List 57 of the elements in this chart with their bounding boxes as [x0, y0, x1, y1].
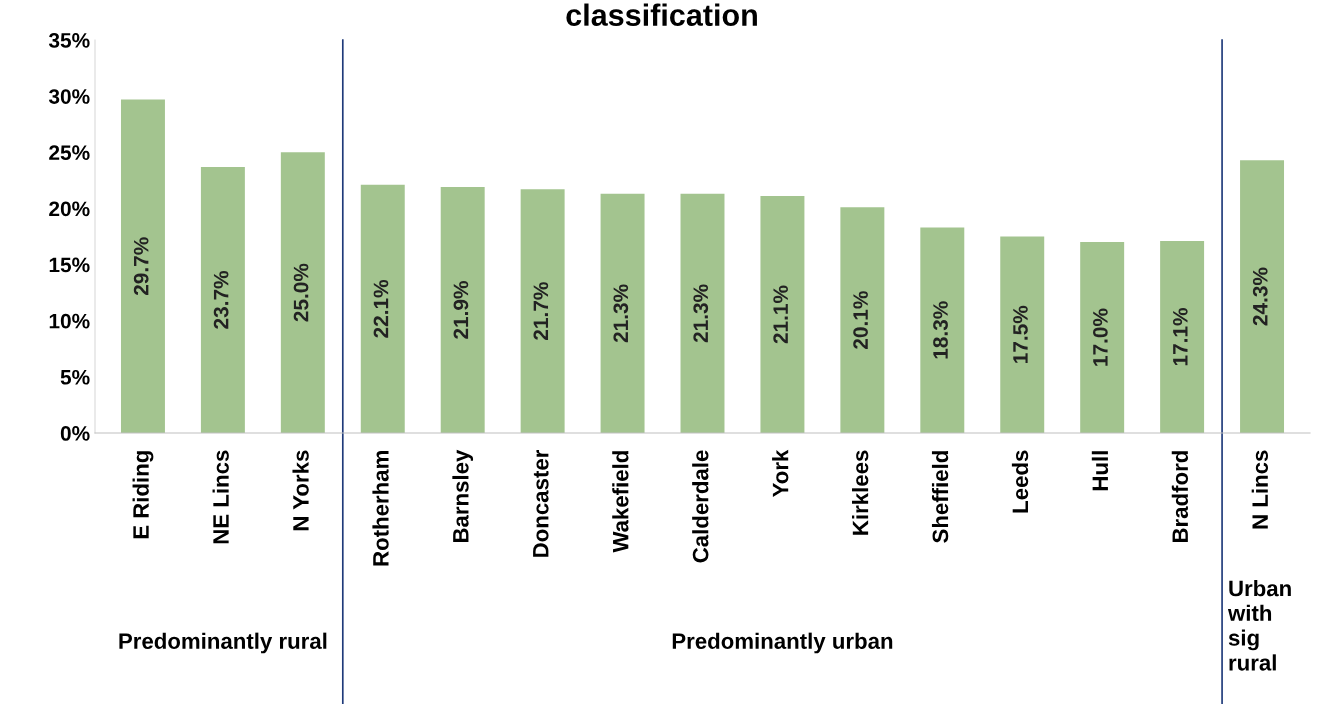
x-tick-label: York: [772, 449, 789, 498]
bar: [360, 184, 405, 433]
x-tick-label: Kirklees: [852, 450, 869, 535]
data-label: 18.3%: [933, 301, 948, 359]
data-label: 21.9%: [453, 281, 469, 339]
y-tick-label: 15%: [49, 257, 90, 273]
data-label: 17.5%: [1013, 305, 1028, 363]
data-label: 25.0%: [293, 263, 309, 322]
y-tick-label: 0%: [60, 426, 90, 441]
data-label: 29.7%: [133, 237, 149, 296]
x-tick-label: Barnsley: [452, 449, 474, 543]
bar: [1000, 236, 1045, 433]
x-tick-label: Sheffield: [931, 451, 949, 543]
text: Urban with sig rural: [1227, 580, 1291, 671]
x-tick-label: Bradford: [1171, 451, 1189, 542]
bar: [200, 166, 245, 433]
data-label: 21.1%: [773, 285, 788, 344]
text: Predominantly rural: [119, 632, 327, 654]
text: Predominantly urban: [672, 632, 893, 654]
data-label: 22.1%: [373, 279, 389, 338]
data-label: 21.3%: [693, 284, 709, 343]
bar: [920, 227, 965, 433]
y-tick-label: 10%: [49, 313, 90, 329]
x-tick-label: Calderdale: [692, 450, 709, 563]
data-label: 21.3%: [613, 284, 629, 343]
bar: [440, 187, 485, 433]
bar: [280, 152, 325, 433]
data-label: 17.0%: [1093, 308, 1108, 366]
x-tick-label: Wakefield: [612, 451, 629, 553]
data-label: 17.1%: [1173, 308, 1188, 366]
data-label: 23.7%: [213, 270, 229, 329]
x-tick-label: NE Lincs: [212, 450, 229, 544]
bar: [1240, 160, 1285, 433]
x-tick-label: Doncaster: [533, 450, 549, 557]
chart-title: classification: [566, 3, 757, 26]
x-tick-label: E Riding: [132, 451, 154, 539]
y-tick-label: 35%: [48, 33, 90, 48]
bar: [760, 196, 805, 433]
bar: [600, 193, 645, 433]
bar: [680, 193, 725, 433]
data-label: 24.3%: [1252, 267, 1268, 326]
x-tick-label: N Lincs: [1251, 450, 1268, 529]
x-tick-label: Hull: [1091, 451, 1109, 491]
y-tick-label: 5%: [60, 369, 90, 385]
bar: [520, 189, 565, 433]
x-tick-label: Rotherham: [372, 451, 389, 566]
bar: [1080, 242, 1125, 433]
y-tick-label: 30%: [48, 89, 90, 104]
bar: [120, 99, 165, 433]
x-tick-label: N Yorks: [292, 450, 309, 531]
data-label: 21.7%: [533, 282, 549, 340]
data-label: 20.1%: [853, 291, 868, 349]
x-tick-label: Leeds: [1011, 450, 1029, 513]
y-tick-label: 25%: [49, 145, 90, 161]
y-tick-label: 20%: [49, 201, 90, 217]
bar: [840, 207, 885, 433]
bar: [1160, 240, 1205, 433]
